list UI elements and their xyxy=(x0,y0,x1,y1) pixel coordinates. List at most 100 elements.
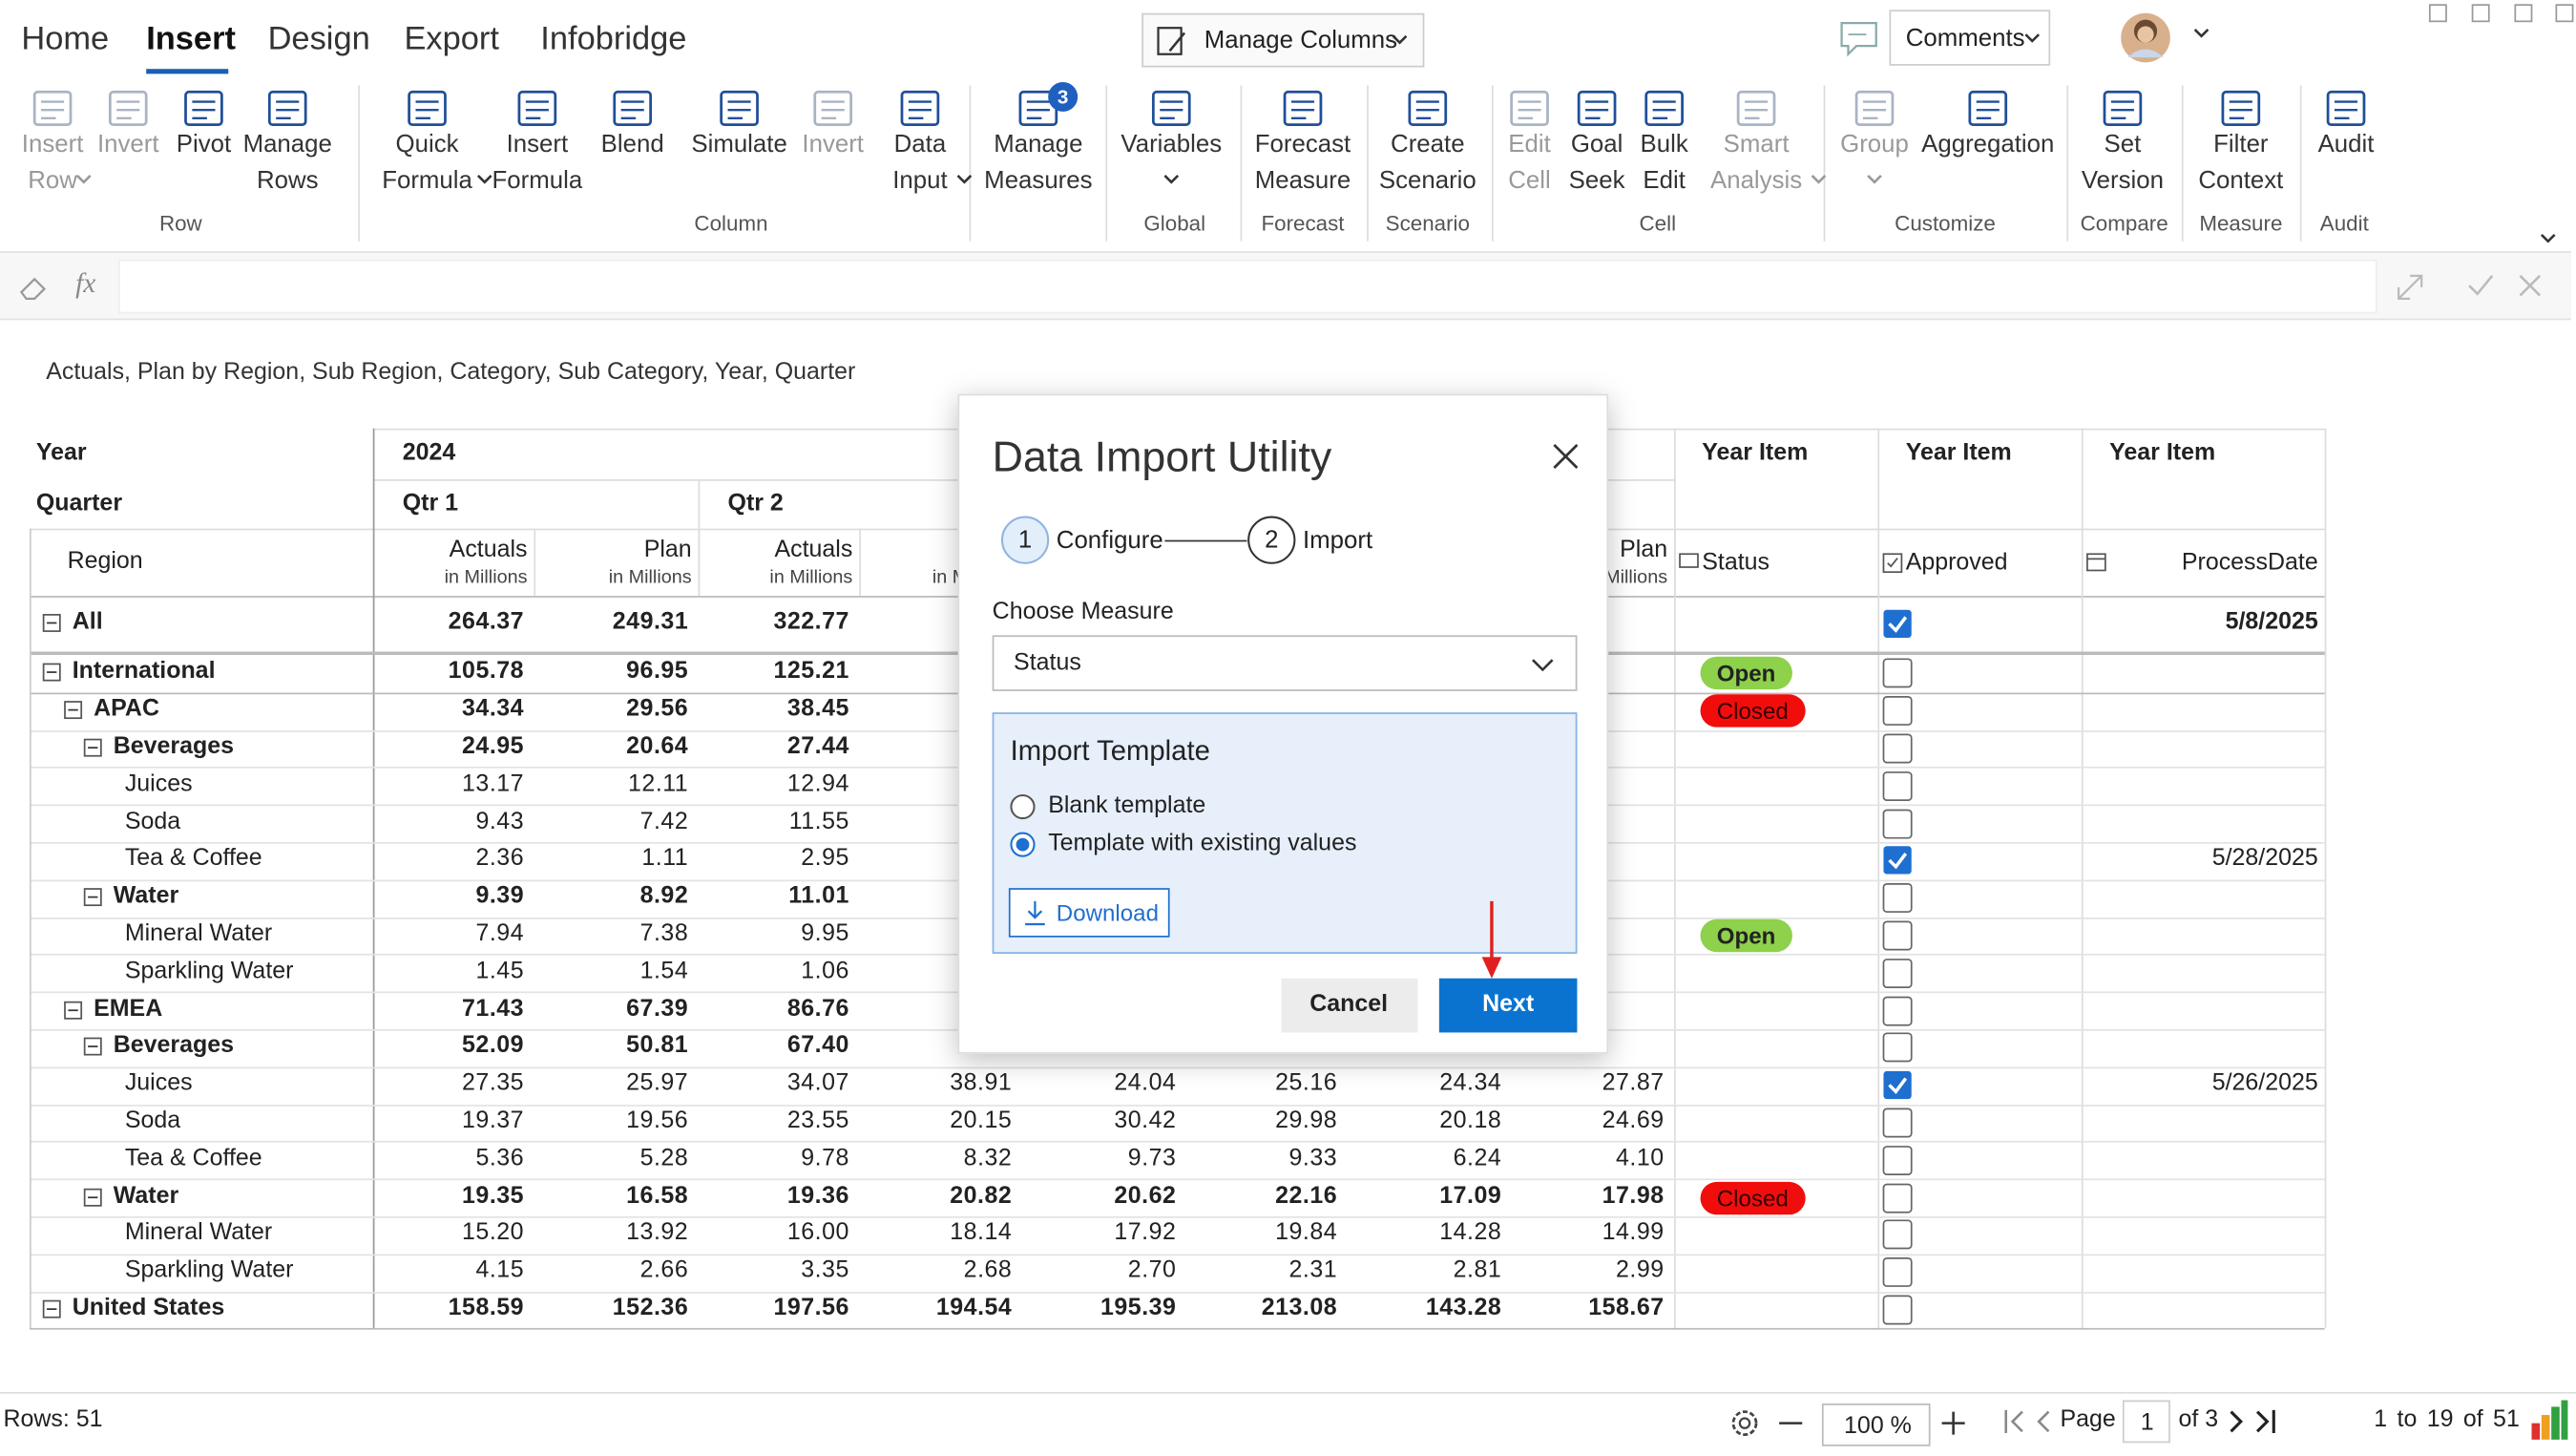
radio[interactable] xyxy=(1011,833,1036,857)
row-label: United States xyxy=(73,1296,225,1322)
radio-label[interactable]: Blank template xyxy=(1048,792,1205,819)
last-page[interactable] xyxy=(2255,1410,2276,1433)
checkbox[interactable] xyxy=(1883,1146,1913,1175)
checkbox[interactable] xyxy=(1883,1257,1913,1287)
status-badge: Closed xyxy=(1701,1181,1805,1213)
cell-value: 34.34 xyxy=(373,696,524,723)
shape xyxy=(1883,610,1911,638)
checkbox[interactable] xyxy=(1883,696,1913,726)
button-label: Download xyxy=(1057,899,1159,926)
collapse-toggle[interactable] xyxy=(84,739,102,757)
collapse-toggle[interactable] xyxy=(84,888,102,906)
checkbox[interactable] xyxy=(1883,1296,1913,1325)
checkbox[interactable] xyxy=(1883,846,1913,876)
shape xyxy=(1680,554,1698,567)
collapse-toggle[interactable] xyxy=(43,664,61,682)
zoom-input[interactable]: 100 % xyxy=(1822,1403,1931,1446)
cell-value: 12.11 xyxy=(534,771,688,798)
zoom-out[interactable] xyxy=(1779,1422,1802,1424)
row-label: Tea & Coffee xyxy=(125,1146,262,1172)
cell-value: 67.40 xyxy=(699,1033,849,1060)
shape xyxy=(1482,957,1502,978)
checkbox[interactable] xyxy=(1883,1033,1913,1063)
grid-line xyxy=(30,1329,2325,1331)
cell-value: 23.55 xyxy=(699,1108,849,1135)
cell-value: 11.55 xyxy=(699,809,849,835)
checkbox[interactable] xyxy=(1883,609,1913,639)
shape xyxy=(1883,921,1911,949)
radio-label[interactable]: Template with existing values xyxy=(1048,831,1356,857)
download-button[interactable]: Download xyxy=(1009,888,1170,938)
cell-value: 195.39 xyxy=(1022,1296,1177,1322)
header-label: Quarter xyxy=(36,491,122,517)
shape xyxy=(1883,697,1911,725)
grid-line xyxy=(30,1142,2325,1144)
process-date: 5/26/2025 xyxy=(2082,1070,2318,1097)
checkbox[interactable] xyxy=(1883,921,1913,951)
shape xyxy=(1883,1147,1911,1174)
grid-line xyxy=(30,1291,2325,1293)
cell-value: 25.16 xyxy=(1186,1070,1337,1097)
cell-value: 1.06 xyxy=(699,959,849,985)
zoom-in[interactable] xyxy=(1942,1412,1965,1435)
cancel-button[interactable]: Cancel xyxy=(1282,979,1418,1033)
cell-value: 4.10 xyxy=(1512,1146,1665,1172)
cell-value: 105.78 xyxy=(373,659,524,686)
step-label: Configure xyxy=(1057,527,1163,555)
checkbox[interactable] xyxy=(1883,1108,1913,1138)
shape xyxy=(1011,795,1034,818)
cell-value: 264.37 xyxy=(373,609,524,636)
checkbox[interactable] xyxy=(1883,959,1913,988)
shape xyxy=(1888,559,1897,567)
checkbox[interactable] xyxy=(1883,883,1913,913)
checkbox[interactable] xyxy=(1883,659,1913,688)
cell-value: 34.07 xyxy=(699,1070,849,1097)
collapse-toggle[interactable] xyxy=(43,1300,61,1319)
measure-select[interactable]: Status xyxy=(993,635,1578,690)
status-badge: Closed xyxy=(1701,695,1805,728)
cell-value: 158.67 xyxy=(1512,1296,1665,1322)
footer-divider xyxy=(0,1392,2576,1394)
cell-value: 86.76 xyxy=(699,996,849,1023)
measure-unit: in Millions xyxy=(373,568,528,588)
page-input[interactable]: 1 xyxy=(2123,1401,2170,1444)
cell-value: 9.95 xyxy=(699,921,849,948)
checkbox[interactable] xyxy=(1883,1183,1913,1213)
cell-value: 9.73 xyxy=(1022,1146,1177,1172)
checkbox[interactable] xyxy=(1883,809,1913,838)
settings-icon[interactable] xyxy=(1728,1406,1761,1439)
first-page[interactable] xyxy=(2004,1410,2024,1433)
collapse-toggle[interactable] xyxy=(64,1001,82,1019)
radio[interactable] xyxy=(1011,794,1036,819)
cell-value: 194.54 xyxy=(859,1296,1012,1322)
checkbox[interactable] xyxy=(1883,734,1913,764)
collapse-toggle[interactable] xyxy=(64,701,82,719)
status-badge: Open xyxy=(1701,919,1792,952)
checkbox[interactable] xyxy=(1883,1220,1913,1250)
item-group-header: Year Item xyxy=(1702,440,1808,467)
select-value: Status xyxy=(1014,650,1081,677)
checkbox[interactable] xyxy=(1883,1070,1913,1100)
next-page[interactable] xyxy=(2230,1410,2243,1433)
prev-page[interactable] xyxy=(2037,1410,2050,1433)
checkbox[interactable] xyxy=(1883,771,1913,801)
checkbox[interactable] xyxy=(1883,996,1913,1025)
cell-value: 17.09 xyxy=(1347,1183,1501,1210)
shape xyxy=(2231,1412,2241,1432)
cell-value: 17.92 xyxy=(1022,1220,1177,1247)
next-button[interactable]: Next xyxy=(1439,979,1578,1033)
collapse-toggle[interactable] xyxy=(43,614,61,632)
shape xyxy=(1016,838,1030,852)
shape xyxy=(2006,1410,2022,1433)
cell-value: 7.94 xyxy=(373,921,524,948)
cell-value: 38.45 xyxy=(699,696,849,723)
cell-value: 143.28 xyxy=(1347,1296,1501,1322)
close-button[interactable] xyxy=(1553,443,1580,470)
cell-value: 5.28 xyxy=(534,1146,688,1172)
row-label: Sparkling Water xyxy=(125,959,294,985)
collapse-toggle[interactable] xyxy=(84,1038,102,1056)
cell-value: 9.78 xyxy=(699,1146,849,1172)
cell-value: 8.92 xyxy=(534,883,688,910)
collapse-toggle[interactable] xyxy=(84,1188,102,1206)
